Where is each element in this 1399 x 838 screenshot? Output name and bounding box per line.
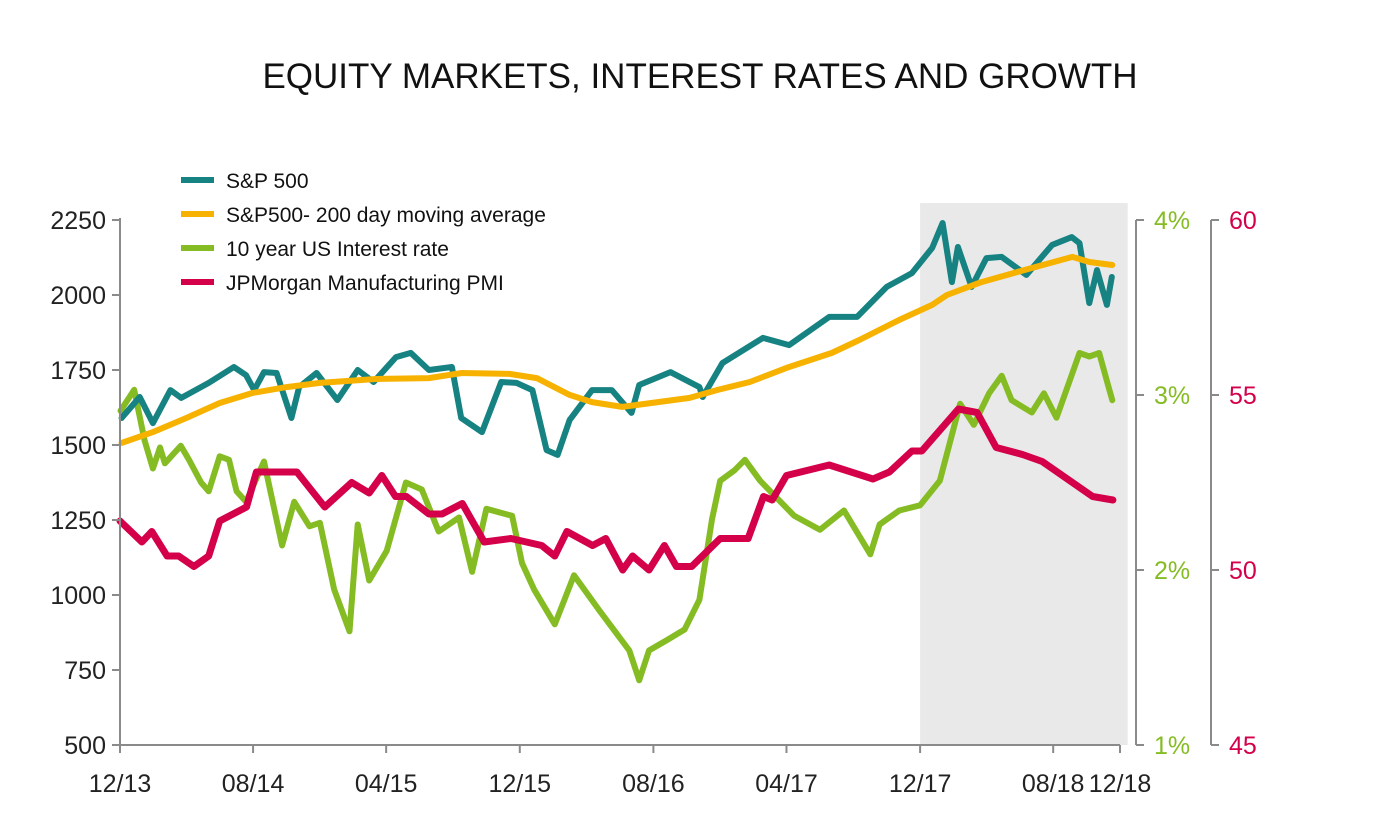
x-tick-label: 04/17 [755, 770, 818, 798]
x-tick-label: 12/15 [488, 770, 551, 798]
y-axis-pmi-tick-label: 45 [1229, 732, 1257, 760]
legend-label: S&P500- 200 day moving average [226, 204, 546, 227]
x-tick-label: 12/18 [1089, 770, 1152, 798]
legend-label: JPMorgan Manufacturing PMI [226, 272, 504, 295]
legend-label: 10 year US Interest rate [226, 238, 449, 261]
y-left-tick-label: 1250 [50, 507, 106, 535]
series-line-0 [118, 220, 1115, 458]
y-left-tick-label: 1500 [50, 432, 106, 460]
x-tick-label: 08/18 [1022, 770, 1085, 798]
x-tick-label: 12/17 [889, 770, 952, 798]
y-left-tick-label: 1000 [50, 582, 106, 610]
y-axis-pmi-tick-label: 55 [1229, 382, 1257, 410]
y-axis-rate-tick-label: 2% [1154, 557, 1190, 585]
y-axis-pmi-tick-label: 60 [1229, 207, 1257, 235]
x-tick-label: 08/16 [622, 770, 685, 798]
x-tick-label: 04/15 [355, 770, 418, 798]
axes: 500 750 1000 1250 1500 1750 2000 2250 12/13 08/14… [50, 207, 1256, 798]
y-axis-rate-tick-label: 3% [1154, 382, 1190, 410]
series-line-3 [116, 405, 1117, 574]
y-left-tick-label: 1750 [50, 357, 106, 385]
legend: S&P 500 S&P500- 200 day moving average 10 … [181, 170, 546, 295]
y-left-tick-label: 2000 [50, 282, 106, 310]
y-left-tick-label: 500 [64, 732, 106, 760]
x-tick-label: 12/13 [89, 770, 152, 798]
legend-label: S&P 500 [226, 170, 309, 193]
series-line-1 [118, 253, 1116, 446]
y-axis-rate-tick-label: 1% [1154, 732, 1190, 760]
x-tick-label: 08/14 [222, 770, 285, 798]
series-lines [116, 220, 1117, 684]
chart-title: EQUITY MARKETS, INTEREST RATES AND GROWT… [262, 57, 1137, 96]
series-line-2 [117, 350, 1116, 684]
y-left-tick-label: 2250 [50, 207, 106, 235]
y-axis-rate-tick-label: 4% [1154, 207, 1190, 235]
y-axis-pmi-tick-label: 50 [1229, 557, 1257, 585]
y-left-tick-label: 750 [64, 657, 106, 685]
